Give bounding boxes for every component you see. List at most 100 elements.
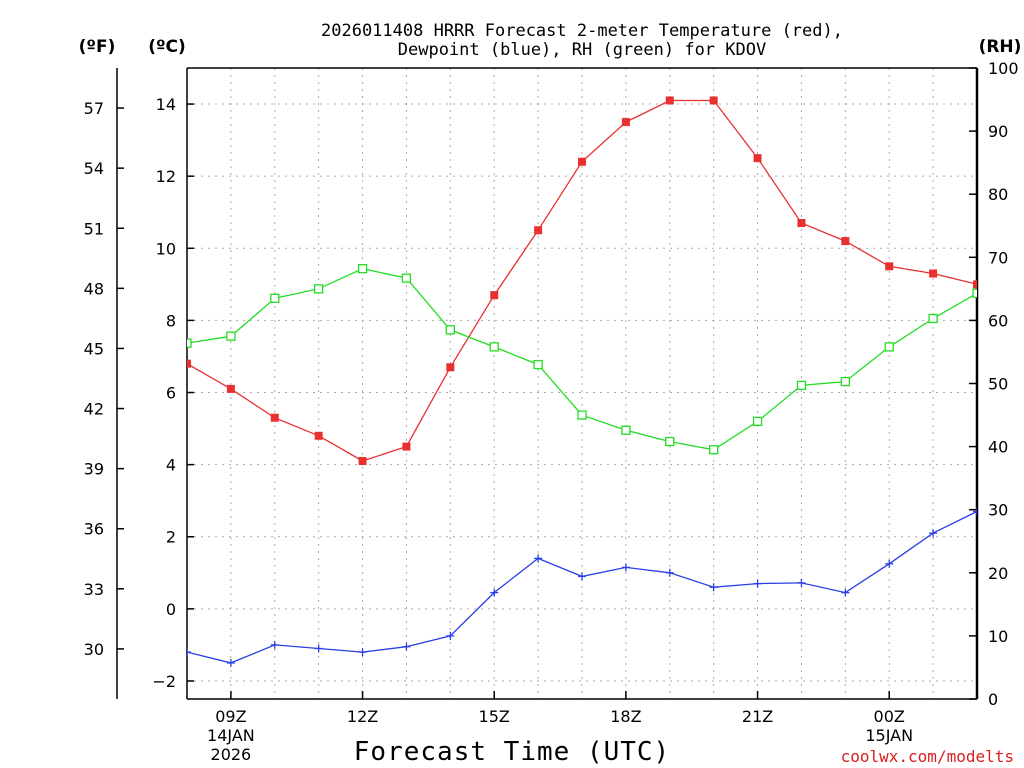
rh-point [621, 425, 631, 435]
celsius-tick-label: 8 [166, 311, 176, 330]
temperature-point [665, 96, 674, 105]
rh-point [533, 359, 543, 370]
rh-tick-label: 100 [988, 59, 1019, 78]
rh-point [709, 445, 719, 455]
rh-point [972, 288, 977, 298]
dewpoint-point [929, 529, 938, 538]
dewpoint-point [665, 568, 674, 577]
rh-tick-label: 20 [988, 564, 1008, 583]
dewpoint-point [187, 648, 191, 657]
dewpoint-point [973, 507, 977, 516]
unit-celsius: (ºC) [148, 37, 186, 57]
dewpoint-point [446, 631, 455, 640]
unit-fahrenheit: (ºF) [79, 37, 116, 57]
temperature-point [187, 359, 191, 368]
celsius-tick-label: 14 [156, 95, 176, 114]
chart-title-line1: 2026011408 HRRR Forecast 2-meter Tempera… [321, 21, 843, 41]
dewpoint-point [709, 583, 718, 592]
rh-tick-label: 90 [988, 122, 1008, 141]
celsius-tick-label: 6 [166, 384, 176, 403]
fahrenheit-tick-label: 33 [84, 580, 104, 599]
temperature-line [187, 99, 977, 462]
fahrenheit-tick-label: 51 [84, 219, 104, 238]
temperature-point [578, 157, 586, 166]
rh-point [445, 325, 455, 335]
rh-point [840, 376, 850, 387]
rh-point [270, 293, 280, 303]
dewpoint-point [270, 640, 279, 649]
temperature-point [621, 118, 630, 127]
rh-tick-label: 40 [988, 438, 1008, 457]
fahrenheit-tick-label: 54 [84, 159, 104, 178]
rh-tick-label: 10 [988, 627, 1008, 646]
celsius-tick-label: 4 [166, 456, 176, 475]
rh-point [314, 284, 324, 294]
fahrenheit-tick-label: 30 [84, 640, 104, 659]
rh-line [187, 268, 977, 451]
fahrenheit-tick-label: 42 [84, 400, 104, 419]
rh-tick-label: 50 [988, 375, 1008, 394]
temperature-point [402, 442, 411, 451]
rh-tick-label: 60 [988, 311, 1008, 330]
rh-point [489, 342, 499, 352]
temperature-point [534, 226, 543, 235]
temperature-point [841, 237, 850, 246]
credit-text: coolwx.com/modelts [841, 747, 1014, 766]
chart-title-line2: Dewpoint (blue), RH (green) for KDOV [398, 40, 766, 60]
rh-axis: 0 10 20 30 40 50 60 70 80 90 100 [969, 59, 1019, 709]
dewpoint-point [314, 644, 323, 653]
dewpoint-point [797, 578, 806, 587]
data-series [187, 96, 977, 667]
x-axis-label: Forecast Time (UTC) [354, 737, 670, 767]
rh-tick-label: 70 [988, 248, 1008, 267]
fahrenheit-axis: 30 33 36 39 42 45 48 51 54 57 [84, 99, 124, 659]
rh-point [928, 313, 938, 324]
dewpoint-point [621, 563, 630, 572]
celsius-tick-label: 12 [156, 167, 176, 186]
time-tick-label: 12Z [347, 707, 378, 726]
rh-point [401, 273, 412, 283]
fahrenheit-tick-label: 57 [84, 99, 104, 118]
rh-point [577, 410, 587, 420]
temperature-point [446, 363, 455, 372]
temperature-point [226, 384, 235, 393]
rh-series [187, 264, 977, 455]
celsius-tick-label: 0 [166, 600, 176, 619]
time-tick-date: 15JAN [865, 726, 913, 745]
temperature-series [187, 96, 977, 466]
rh-tick-label: 30 [988, 501, 1008, 520]
dewpoint-point [402, 642, 411, 651]
axes [116, 67, 979, 700]
celsius-tick-label: 10 [156, 239, 176, 258]
time-tick-date: 14JAN [207, 726, 255, 745]
rh-tick-label: 80 [988, 185, 1008, 204]
unit-rh: (RH) [979, 37, 1022, 57]
temperature-point [270, 413, 279, 422]
time-tick-label: 21Z [742, 707, 773, 726]
fahrenheit-tick-label: 39 [84, 460, 104, 479]
temperature-point [929, 269, 938, 278]
rh-point [665, 436, 675, 447]
dewpoint-point [534, 554, 543, 563]
temperature-point [358, 457, 367, 466]
fahrenheit-tick-label: 48 [84, 279, 104, 298]
rh-point [226, 331, 236, 341]
dewpoint-point [490, 588, 499, 597]
dewpoint-point [841, 588, 850, 597]
rh-point [187, 338, 192, 348]
rh-point [752, 416, 763, 427]
time-tick-label: 15Z [479, 707, 510, 726]
fahrenheit-tick-label: 45 [84, 339, 104, 358]
dewpoint-point [753, 579, 762, 588]
temperature-point [797, 219, 806, 228]
temperature-point [314, 431, 323, 440]
dewpoint-point [885, 559, 894, 568]
rh-point [884, 342, 894, 352]
celsius-tick-label: 2 [166, 528, 176, 547]
temperature-point [753, 154, 762, 163]
celsius-axis: −2 0 2 4 6 8 10 12 14 [152, 95, 194, 691]
dewpoint-series [187, 507, 977, 667]
time-tick-label: 09Z [215, 707, 246, 726]
